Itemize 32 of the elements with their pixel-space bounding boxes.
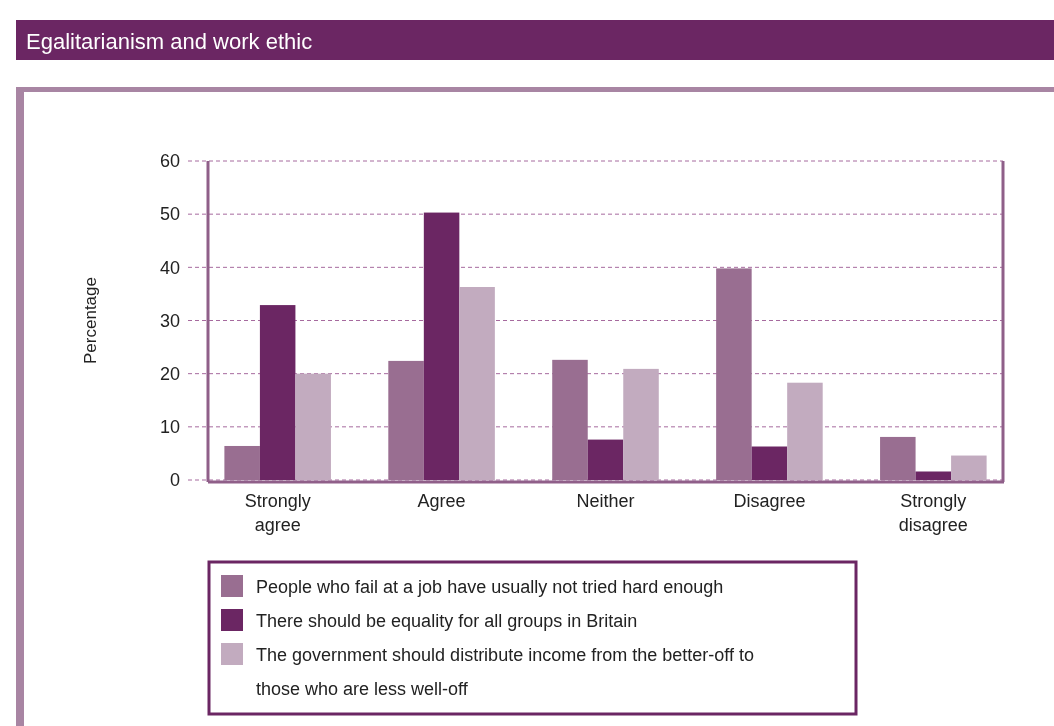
y-tick-label: 20 (159, 363, 180, 384)
bar (224, 445, 260, 480)
y-tick-label: 50 (159, 204, 180, 225)
bar (587, 439, 624, 480)
bar (388, 360, 424, 480)
bar (951, 455, 987, 480)
bar (423, 212, 460, 480)
bar (787, 382, 823, 480)
y-axis-title: Percentage (81, 277, 100, 364)
x-tick-label: Strongly disagree (898, 491, 968, 535)
bar (915, 471, 952, 480)
bar (259, 305, 296, 480)
bar (751, 446, 788, 480)
y-tick-label: 40 (159, 257, 180, 278)
chart-title: Egalitarianism and work ethic (26, 29, 313, 54)
y-tick-label: 0 (169, 470, 180, 491)
bar (552, 359, 588, 480)
bar (623, 368, 659, 480)
bar (880, 436, 916, 480)
y-tick-label: 60 (159, 151, 180, 172)
legend-label: People who fail at a job have usually not tried hard enough (256, 577, 724, 597)
bar (716, 268, 752, 480)
bar (459, 287, 495, 480)
legend-label: The government should distribute income from the better-off to those who are less well-off (256, 645, 754, 699)
legend-label: There should be equality for all groups in Britain (256, 611, 638, 631)
y-tick-label: 10 (159, 417, 180, 438)
x-tick-label: Disagree (733, 491, 806, 511)
y-tick-label: 30 (159, 310, 180, 331)
x-tick-label: Strongly agree (244, 491, 311, 535)
x-tick-label: Neither (576, 491, 635, 511)
bar (295, 373, 331, 480)
x-tick-label: Agree (417, 491, 466, 511)
